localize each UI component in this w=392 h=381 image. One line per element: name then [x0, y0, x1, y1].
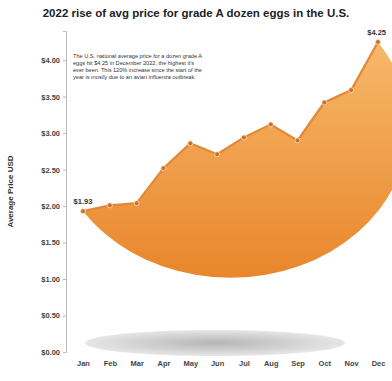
y-tick-mark — [63, 352, 66, 353]
y-tick-label: $2.00 — [41, 202, 60, 211]
y-tick: $0.00 — [41, 348, 66, 357]
y-tick-label: $4.00 — [41, 56, 60, 65]
annotation-line: The U.S. national average price for a do… — [73, 53, 202, 59]
y-tick-mark — [63, 279, 66, 280]
x-tick-label: Oct — [319, 359, 332, 368]
y-tick-mark — [63, 60, 66, 61]
y-tick-label: $1.00 — [41, 275, 60, 284]
marker — [349, 88, 354, 93]
y-tick-label: $2.50 — [41, 166, 60, 175]
y-tick-mark — [63, 170, 66, 171]
marker — [268, 122, 273, 127]
marker — [161, 166, 166, 171]
y-tick-mark — [63, 206, 66, 207]
x-tick: Mar — [130, 356, 143, 368]
marker — [322, 100, 327, 105]
y-tick: $2.50 — [41, 166, 66, 175]
x-tick: Oct — [319, 356, 332, 368]
y-tick-label: $3.00 — [41, 129, 60, 138]
marker — [241, 135, 246, 140]
annotation: The U.S. national average price for a do… — [73, 53, 202, 80]
x-tick-label: Apr — [157, 359, 170, 368]
y-tick: $3.00 — [41, 129, 66, 138]
marker — [107, 203, 112, 208]
x-tick: Jul — [239, 356, 250, 368]
y-axis-line — [63, 32, 67, 353]
marker — [134, 201, 139, 206]
y-tick: $3.50 — [41, 93, 66, 102]
y-tick-mark — [63, 133, 66, 134]
y-tick-mark — [63, 316, 66, 317]
y-tick: $1.50 — [41, 238, 66, 247]
marker — [376, 39, 381, 44]
annotation-line: ever been. This 120% increase since the … — [73, 67, 202, 73]
y-tick-label: $0.00 — [41, 348, 60, 357]
marker — [81, 209, 86, 214]
x-tick: Apr — [157, 356, 170, 368]
y-tick: $1.00 — [41, 275, 66, 284]
x-tick-label: Sep — [291, 359, 305, 368]
x-tick: Sep — [291, 356, 305, 368]
y-axis-title: Average Price USD — [6, 155, 15, 227]
x-tick-label: Mar — [130, 359, 143, 368]
y-tick-label: $0.50 — [41, 311, 60, 320]
marker — [188, 141, 193, 146]
x-tick-label: Jan — [77, 359, 90, 368]
y-tick-label: $1.50 — [41, 238, 60, 247]
annotation-line: eggs hit $4.25 in December 2022, the hig… — [73, 60, 194, 66]
x-tick: Aug — [264, 356, 279, 368]
y-tick: $2.00 — [41, 202, 66, 211]
x-tick: Jun — [211, 356, 225, 368]
x-tick: Dec — [372, 356, 386, 368]
x-tick-label: Dec — [372, 359, 386, 368]
y-axis: $0.00 $0.50 $1.00 $1.50 $2.00 $2.50 $3.00 $3.50… — [41, 32, 66, 357]
data-label: $1.93 — [74, 197, 93, 206]
x-tick: May — [183, 356, 198, 368]
x-axis: Jan Feb Mar Apr May Jun Jul Aug Sep Oct Nov Dec — [77, 356, 385, 368]
x-tick-label: Nov — [345, 359, 360, 368]
x-tick-label: Jun — [211, 359, 225, 368]
marker — [215, 152, 220, 157]
chart: 2022 rise of avg price for grade A dozen… — [0, 0, 392, 381]
y-tick-label: $3.50 — [41, 93, 60, 102]
x-tick: Feb — [104, 356, 118, 368]
x-tick-label: May — [183, 359, 198, 368]
x-tick-label: Jul — [239, 359, 250, 368]
y-tick-mark — [63, 97, 66, 98]
title: 2022 rise of avg price for grade A dozen… — [43, 7, 350, 19]
x-tick: Jan — [77, 356, 90, 368]
y-tick: $0.50 — [41, 311, 66, 320]
x-tick-label: Aug — [264, 359, 279, 368]
y-tick-mark — [63, 243, 66, 244]
x-tick-label: Feb — [104, 359, 118, 368]
x-tick: Nov — [345, 356, 360, 368]
annotation-line: year is mostly due to an avian influenza… — [73, 74, 196, 80]
data-label: $4.25 — [367, 28, 386, 37]
y-tick: $4.00 — [41, 56, 66, 65]
shadow — [85, 330, 345, 356]
marker — [295, 138, 300, 143]
